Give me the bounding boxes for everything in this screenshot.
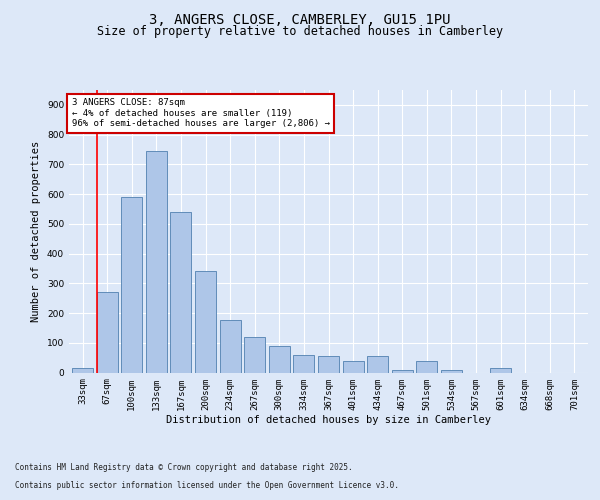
Text: 3 ANGERS CLOSE: 87sqm
← 4% of detached houses are smaller (119)
96% of semi-deta: 3 ANGERS CLOSE: 87sqm ← 4% of detached h… — [71, 98, 329, 128]
Bar — [121, 197, 142, 372]
Bar — [146, 151, 167, 372]
Bar — [441, 370, 462, 372]
Y-axis label: Number of detached properties: Number of detached properties — [31, 140, 41, 322]
Bar — [195, 272, 216, 372]
Text: 3, ANGERS CLOSE, CAMBERLEY, GU15 1PU: 3, ANGERS CLOSE, CAMBERLEY, GU15 1PU — [149, 12, 451, 26]
Text: Contains public sector information licensed under the Open Government Licence v3: Contains public sector information licen… — [15, 481, 399, 490]
Bar — [490, 368, 511, 372]
Bar — [318, 356, 339, 372]
Text: Size of property relative to detached houses in Camberley: Size of property relative to detached ho… — [97, 25, 503, 38]
Bar — [293, 356, 314, 372]
Bar — [367, 356, 388, 372]
X-axis label: Distribution of detached houses by size in Camberley: Distribution of detached houses by size … — [166, 415, 491, 425]
Text: Contains HM Land Registry data © Crown copyright and database right 2025.: Contains HM Land Registry data © Crown c… — [15, 464, 353, 472]
Bar — [244, 337, 265, 372]
Bar — [97, 292, 118, 372]
Bar — [170, 212, 191, 372]
Bar — [343, 360, 364, 372]
Bar — [269, 346, 290, 372]
Bar — [392, 370, 413, 372]
Bar — [72, 368, 93, 372]
Bar — [416, 360, 437, 372]
Bar — [220, 320, 241, 372]
